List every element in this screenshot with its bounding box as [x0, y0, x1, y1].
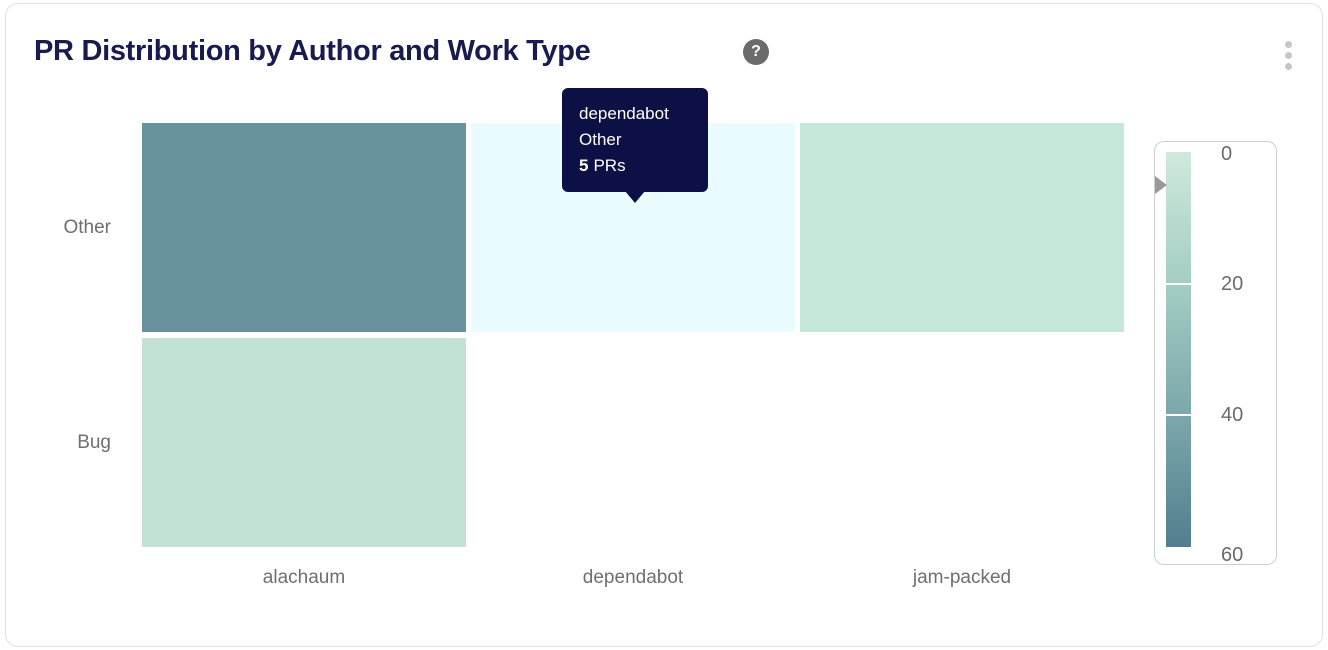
x-axis-labels: alachaum dependabot jam-packed	[142, 567, 1124, 589]
kebab-dot	[1284, 51, 1292, 59]
heatmap-cell-other-jam-packed[interactable]	[800, 123, 1124, 332]
legend-tick-20: 20	[1221, 272, 1244, 295]
color-gradient-bar[interactable]	[1166, 152, 1191, 547]
kebab-menu-icon[interactable]	[1278, 37, 1298, 73]
heatmap-cell-bug-jam-packed[interactable]	[800, 338, 1124, 547]
kebab-dot	[1284, 40, 1292, 48]
tooltip-value: 5	[579, 156, 589, 175]
x-axis-label-alachaum: alachaum	[262, 567, 346, 588]
page-title: PR Distribution by Author and Work Type	[34, 35, 591, 67]
chart-card: PR Distribution by Author and Work Type …	[5, 3, 1323, 647]
x-axis-label-dependabot: dependabot	[582, 567, 684, 588]
legend-divider	[1166, 282, 1191, 285]
y-axis-label-bug: Bug	[77, 431, 111, 453]
help-icon[interactable]: ?	[743, 39, 769, 65]
color-scale-legend: 0 20 40 60	[1154, 141, 1277, 566]
x-axis-label-jam-packed: jam-packed	[912, 567, 1012, 588]
tooltip-value-line: 5 PRs	[579, 153, 691, 179]
legend-divider	[1166, 414, 1191, 417]
tooltip-unit: PRs	[593, 156, 626, 175]
y-axis-label-other: Other	[63, 216, 111, 238]
tooltip-author: dependabot	[579, 104, 669, 123]
legend-tick-60: 60	[1221, 544, 1244, 566]
heatmap-cell-bug-alachaum[interactable]	[142, 338, 466, 547]
tooltip-arrow-icon	[625, 191, 645, 203]
legend-pointer-icon	[1155, 175, 1167, 194]
y-axis-labels: Other Bug	[21, 123, 111, 547]
legend-tick-0: 0	[1221, 143, 1233, 165]
heatmap-tooltip: dependabot Other 5 PRs	[562, 88, 708, 203]
tooltip-work-type: Other	[579, 130, 622, 149]
legend-tick-40: 40	[1221, 404, 1244, 427]
kebab-dot	[1284, 62, 1292, 70]
heatmap-grid	[142, 123, 1124, 547]
heatmap-cell-bug-dependabot[interactable]	[471, 338, 795, 547]
heatmap-cell-other-alachaum[interactable]	[142, 123, 466, 332]
